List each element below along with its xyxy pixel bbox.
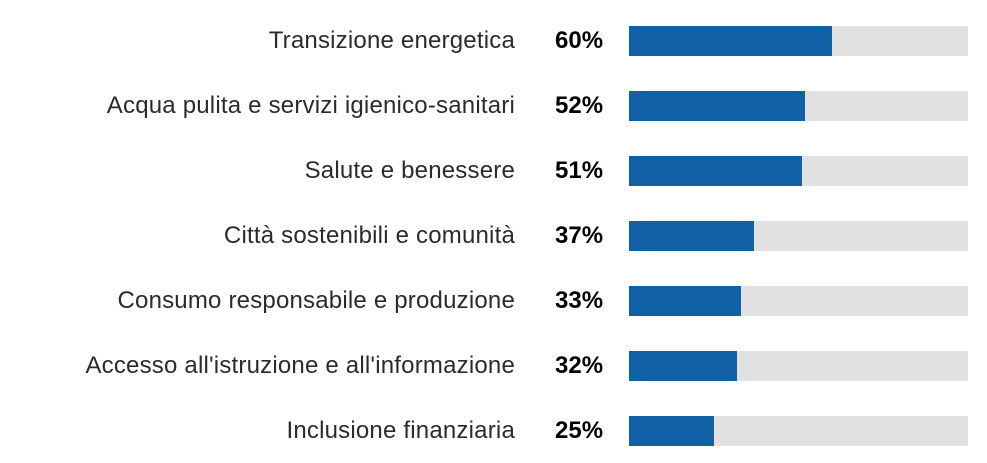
bar-track (629, 350, 968, 381)
bar-fill (629, 25, 833, 56)
bar-track (629, 90, 968, 121)
value-label: 37% (555, 221, 604, 249)
bar-row: Accesso all'istruzione e all'informazion… (0, 333, 987, 398)
bar-track (629, 285, 968, 316)
bar-row: Transizione energetica 60% (0, 8, 987, 73)
value-label: 25% (555, 416, 604, 444)
bar-fill (629, 220, 755, 251)
category-label: Consumo responsabile e produzione (117, 286, 515, 314)
bar-row: Città sostenibili e comunità 37% (0, 203, 987, 268)
value-label: 52% (555, 91, 604, 119)
bar-track (629, 25, 968, 56)
category-label: Inclusione finanziaria (286, 416, 515, 444)
bar-row: Acqua pulita e servizi igienico-sanitari… (0, 73, 987, 138)
value-label: 33% (555, 286, 604, 314)
bar-row: Salute e benessere 51% (0, 138, 987, 203)
bar-fill (629, 350, 738, 381)
bar-track (629, 415, 968, 446)
category-label: Acqua pulita e servizi igienico-sanitari (106, 91, 515, 119)
bar-fill (629, 415, 714, 446)
bar-fill (629, 285, 741, 316)
category-label: Transizione energetica (268, 26, 515, 54)
bar-row: Consumo responsabile e produzione 33% (0, 268, 987, 333)
value-label: 60% (555, 26, 604, 54)
category-label: Città sostenibili e comunità (223, 221, 515, 249)
bar-fill (629, 90, 806, 121)
value-label: 51% (555, 156, 604, 184)
bar-row: Inclusione finanziaria 25% (0, 398, 987, 463)
category-label: Accesso all'istruzione e all'informazion… (85, 351, 515, 379)
bar-track (629, 155, 968, 186)
value-label: 32% (555, 351, 604, 379)
category-label: Salute e benessere (304, 156, 515, 184)
bar-fill (629, 155, 802, 186)
bar-track (629, 220, 968, 251)
